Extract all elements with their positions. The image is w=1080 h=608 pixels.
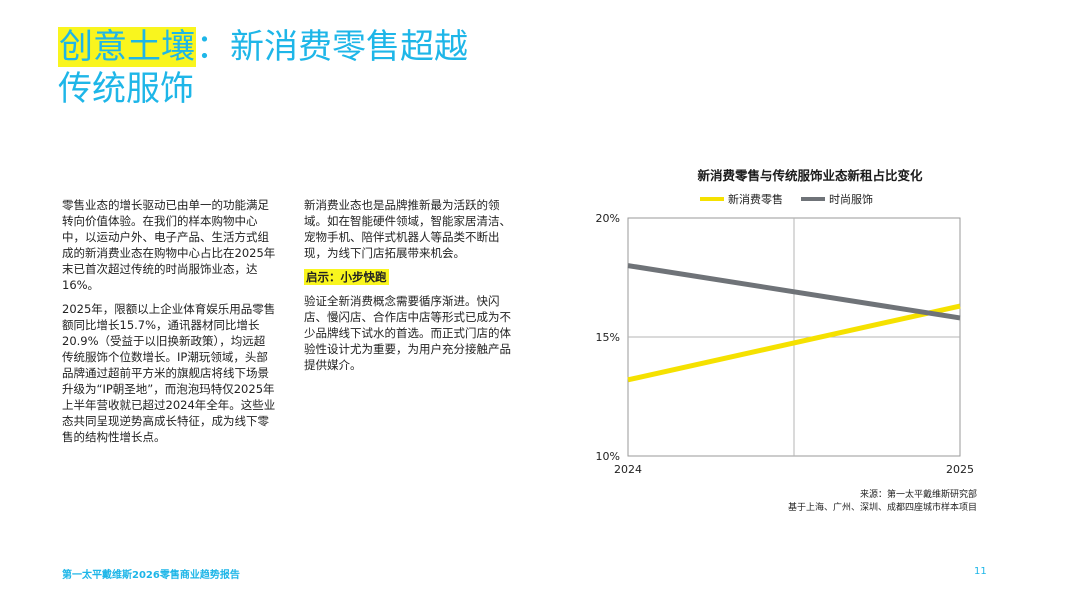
page-number: 11 — [974, 566, 987, 577]
title-line2: 传统服饰 — [58, 69, 194, 109]
title-highlight: 创意土壤 — [58, 27, 196, 67]
legend-label-new-retail: 新消费零售 — [728, 193, 783, 206]
y-tick-15: 15% — [596, 331, 620, 344]
page-title: 创意土壤：新消费零售超越 传统服饰 — [58, 26, 468, 110]
series-line-fashion — [627, 263, 961, 321]
column2-paragraph-2: 验证全新消费概念需要循序渐进。快闪店、慢闪店、合作店中店等形式已成为不少品牌线下… — [304, 294, 511, 372]
x-tick-2025: 2025 — [946, 463, 974, 476]
y-tick-10: 10% — [596, 450, 620, 463]
legend-swatch-fashion — [801, 197, 825, 201]
source-line-1: 来源：第一太平戴维斯研究部 — [859, 490, 977, 500]
legend-swatch-new-retail — [700, 197, 724, 201]
legend-item-new-retail: 新消费零售 — [700, 191, 783, 207]
source-note: 来源：第一太平戴维斯研究部 基于上海、广州、深圳、成都四座城市样本项目 — [788, 489, 977, 515]
column2-paragraph-1: 新消费业态也是品牌推新最为活跃的领域。如在智能硬件领域，智能家居清洁、宠物手机、… — [304, 198, 511, 260]
text-column-1: 零售业态的增长驱动已由单一的功能满足转向价值体验。在我们的样本购物中心中，以运动… — [62, 197, 276, 453]
y-tick-20: 20% — [596, 212, 620, 225]
series-line-new-retail — [627, 303, 961, 383]
source-line-2: 基于上海、广州、深圳、成都四座城市样本项目 — [787, 503, 977, 513]
report-footer: 第一太平戴维斯2026零售商业趋势报告 — [62, 570, 240, 581]
column1-paragraph-1: 零售业态的增长驱动已由单一的功能满足转向价值体验。在我们的样本购物中心中，以运动… — [62, 198, 276, 292]
column1-paragraph-2: 2025年，限额以上企业体育娱乐用品零售额同比增长15.7%，通讯器材同比增长2… — [62, 302, 276, 444]
line-chart: 20% 15% 10% 2024 2025 — [596, 212, 974, 476]
title-line1-rest: ：新消费零售超越 — [196, 27, 468, 67]
legend-item-fashion: 时尚服饰 — [801, 191, 873, 207]
chart-legend: 新消费零售 时尚服饰 — [700, 191, 873, 207]
x-tick-2024: 2024 — [614, 463, 642, 476]
text-column-2: 新消费业态也是品牌推新最为活跃的领域。如在智能硬件领域，智能家居清洁、宠物手机、… — [304, 197, 514, 381]
chart-title: 新消费零售与传统服饰业态新租占比变化 — [697, 168, 923, 183]
legend-label-fashion: 时尚服饰 — [829, 193, 873, 206]
insight-subheading: 启示：小步快跑 — [304, 269, 389, 285]
